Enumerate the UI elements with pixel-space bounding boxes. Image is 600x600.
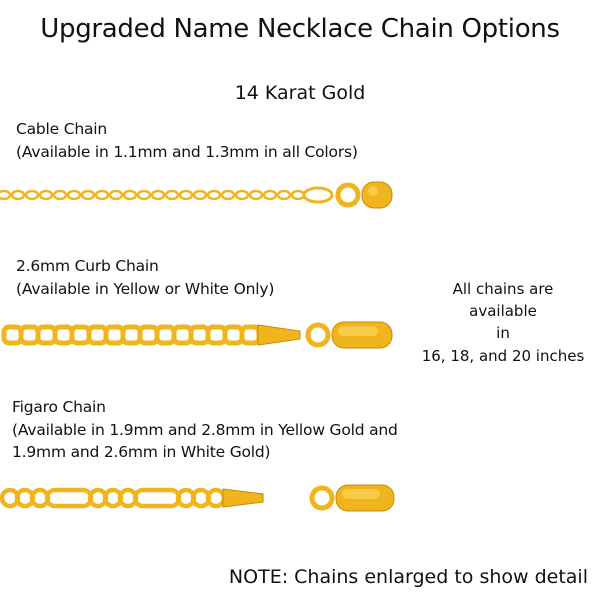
chain-link	[1, 324, 24, 346]
chain-link	[234, 189, 250, 201]
end-cap	[222, 488, 264, 508]
chain-link	[220, 189, 236, 201]
chain-link	[44, 487, 94, 509]
chain-link	[171, 324, 194, 346]
chain-link	[38, 189, 54, 201]
chain-link	[10, 189, 26, 201]
figaro-chain-image	[0, 484, 395, 512]
chain-link	[262, 189, 278, 201]
chain-link	[276, 189, 292, 201]
chain-link	[80, 189, 96, 201]
jump-ring	[305, 322, 331, 348]
figaro-chain-availability-2: 1.9mm and 2.6mm in White Gold)	[12, 443, 271, 461]
chain-link	[103, 324, 126, 346]
curb-chain-availability: (Available in Yellow or White Only)	[16, 280, 275, 298]
end-cap	[257, 324, 301, 346]
chain-link	[205, 324, 228, 346]
figaro-chain-availability: (Available in 1.9mm and 2.8mm in Yellow …	[12, 421, 398, 439]
chain-link	[164, 189, 180, 201]
lobster-clasp	[361, 181, 393, 209]
chain-link	[178, 189, 194, 201]
chain-link	[52, 324, 75, 346]
chain-link	[150, 189, 166, 201]
chain-link	[69, 324, 92, 346]
chain-link	[35, 324, 58, 346]
side-note-line: available	[469, 302, 537, 320]
clasp-highlight	[338, 326, 378, 336]
clasp-highlight	[342, 489, 380, 499]
subtitle: 14 Karat Gold	[234, 82, 366, 104]
side-note-line: All chains are	[452, 280, 554, 298]
chain-link	[108, 189, 124, 201]
chain-link	[206, 189, 222, 201]
side-note-line: 16, 18, and 20 inches	[421, 347, 585, 365]
chain-link	[94, 189, 110, 201]
enlarged-note: NOTE: Chains enlarged to show detail	[228, 566, 588, 588]
jump-ring	[309, 485, 335, 511]
chain-link	[192, 189, 208, 201]
chain-link	[188, 324, 211, 346]
clasp-highlight	[368, 186, 378, 196]
chain-link	[222, 324, 245, 346]
chain-link	[122, 189, 138, 201]
chain-link	[120, 324, 143, 346]
cable-chain-image	[0, 181, 393, 209]
chain-link	[52, 189, 68, 201]
chain-link	[154, 324, 177, 346]
curb-chain-label: 2.6mm Curb Chain	[16, 257, 159, 275]
chain-link	[132, 487, 182, 509]
chain-link	[136, 189, 152, 201]
chain-link	[290, 189, 306, 201]
chain-link	[137, 324, 160, 346]
side-note-line: in	[496, 324, 510, 342]
cable-chain-label: Cable Chain	[16, 120, 108, 138]
chain-link	[24, 189, 40, 201]
chain-link	[66, 189, 82, 201]
chain-link	[0, 189, 12, 201]
page-title: Upgraded Name Necklace Chain Options	[40, 14, 560, 44]
cable-chain-availability: (Available in 1.1mm and 1.3mm in all Col…	[16, 143, 358, 161]
jump-ring	[335, 182, 361, 208]
chain-link	[248, 189, 264, 201]
chain-link	[18, 324, 41, 346]
curb-chain-image	[1, 321, 393, 349]
chain-link	[239, 324, 262, 346]
figaro-chain-label: Figaro Chain	[12, 398, 106, 416]
chain-link	[86, 324, 109, 346]
end-link	[302, 186, 334, 204]
